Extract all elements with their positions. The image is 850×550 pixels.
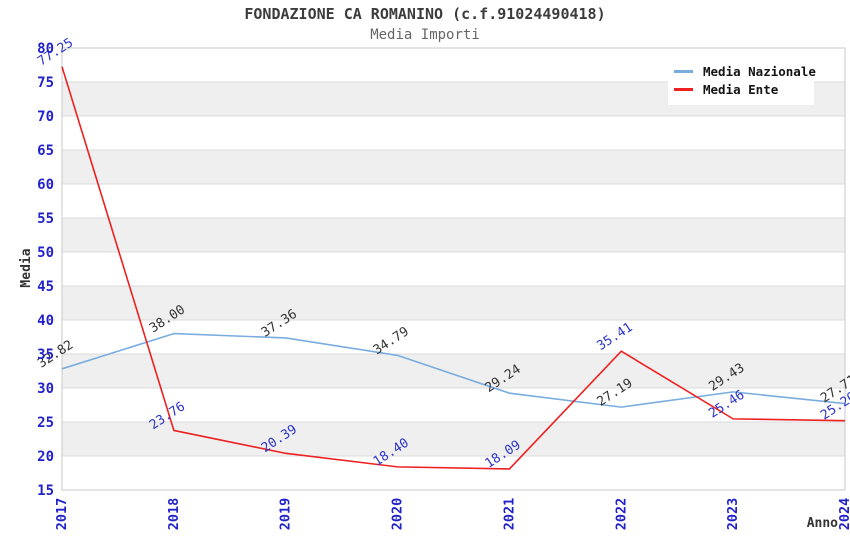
- grid-band: [62, 320, 845, 354]
- legend-item-media-ente: Media Ente: [674, 80, 814, 98]
- legend-label: Media Ente: [703, 81, 779, 97]
- y-tick-label: 35: [37, 347, 54, 363]
- grid-band: [62, 116, 845, 150]
- y-axis-title: Media: [19, 248, 34, 287]
- x-tick-label: 2018: [166, 498, 182, 531]
- x-tick-label: 2022: [613, 498, 629, 531]
- grid-band: [62, 184, 845, 218]
- grid-band: [62, 286, 845, 320]
- x-tick-label: 2020: [390, 498, 406, 531]
- x-tick-label: 2023: [725, 498, 741, 531]
- y-tick-label: 50: [37, 245, 54, 261]
- x-tick-label: 2019: [278, 498, 294, 531]
- plot-border: [61, 47, 846, 491]
- legend-line-swatch: [674, 87, 693, 91]
- y-tick-label: 45: [37, 279, 54, 295]
- y-tick-label: 40: [37, 313, 54, 329]
- grid-band: [62, 456, 845, 490]
- grid-band: [62, 354, 845, 388]
- grid-band: [62, 150, 845, 184]
- y-tick-label: 15: [37, 483, 54, 499]
- chart-title: FONDAZIONE CA ROMANINO (c.f.91024490418): [244, 5, 606, 23]
- y-tick-label: 55: [37, 211, 54, 227]
- legend-line-swatch: [674, 69, 693, 73]
- legend-label: Media Nazionale: [703, 63, 816, 79]
- chart-subtitle: Media Importi: [370, 27, 480, 43]
- y-tick-label: 70: [37, 109, 54, 125]
- y-tick-label: 75: [37, 75, 54, 91]
- grid-band: [62, 252, 845, 286]
- y-tick-label: 80: [37, 41, 54, 57]
- series-line-media-nazionale: [61, 332, 846, 408]
- y-tick-label: 20: [37, 449, 54, 465]
- grid-band: [62, 422, 845, 456]
- series-line-media-ente: [61, 66, 846, 470]
- y-tick-label: 60: [37, 177, 54, 193]
- x-tick-label: 2017: [54, 498, 70, 531]
- y-tick-label: 30: [37, 381, 54, 397]
- x-axis-title: Anno: [807, 516, 838, 531]
- y-tick-label: 65: [37, 143, 54, 159]
- legend-item-media-nazionale: Media Nazionale: [674, 62, 816, 80]
- grid-band: [62, 218, 845, 252]
- y-tick-label: 25: [37, 415, 54, 431]
- legend: Media Nazionale Media Ente: [668, 57, 816, 105]
- x-tick-label: 2024: [837, 498, 850, 531]
- x-tick-label: 2021: [501, 498, 517, 531]
